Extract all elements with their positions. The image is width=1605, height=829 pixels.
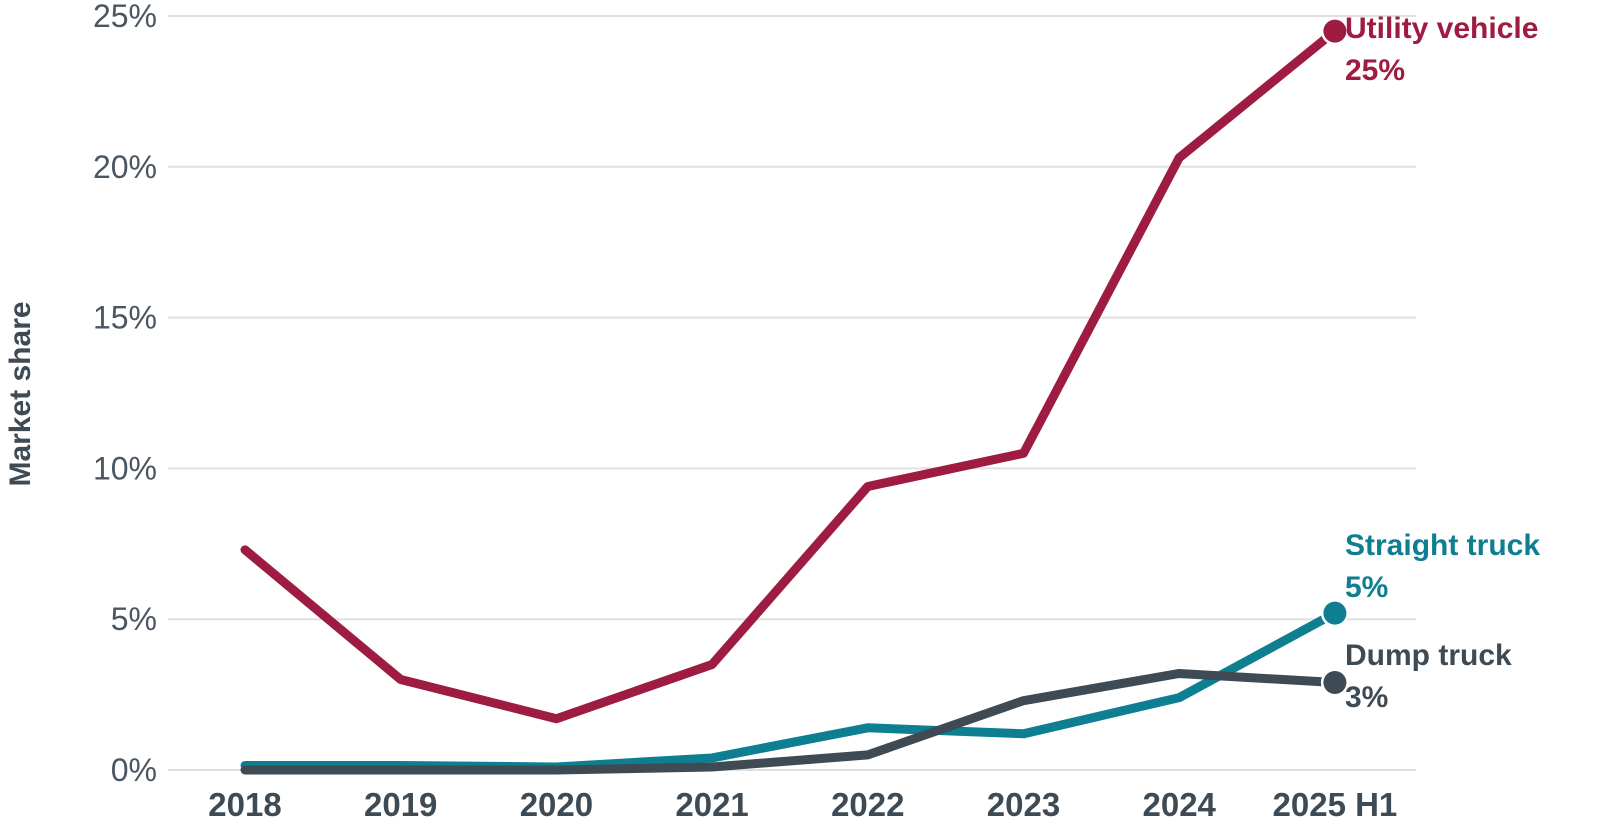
y-tick-label: 5%: [111, 601, 157, 637]
x-tick-label: 2024: [1142, 786, 1216, 823]
series-label-straight-truck: Straight truck 5%: [1345, 531, 1540, 603]
series-end-value: 25%: [1345, 54, 1406, 87]
y-tick-label: 25%: [93, 0, 157, 34]
series-name: Straight truck: [1345, 529, 1541, 562]
series-line-dump-truck: [240, 668, 1340, 775]
y-tick-label: 15%: [93, 300, 157, 336]
y-tick-label: 0%: [111, 752, 157, 788]
x-tick-label: 2019: [364, 786, 437, 823]
series-name: Dump truck: [1345, 639, 1512, 672]
series-end-marker-dump-truck: [1323, 671, 1347, 695]
x-tick-label: 2022: [831, 786, 904, 823]
series-end-value: 3%: [1345, 681, 1389, 714]
series-line-utility-vehicle: [240, 26, 1340, 724]
series-end-marker-utility-vehicle: [1323, 19, 1347, 43]
y-axis-title: Market share: [4, 301, 37, 486]
x-tick-label: 2025 H1: [1273, 786, 1398, 823]
x-tick-label: 2020: [520, 786, 593, 823]
series-end-marker-straight-truck: [1323, 601, 1347, 625]
x-tick-label: 2018: [208, 786, 281, 823]
series-label-dump-truck: Dump truck 3%: [1345, 641, 1512, 713]
x-tick-label: 2021: [675, 786, 748, 823]
series-name: Utility vehicle: [1345, 12, 1539, 45]
series-end-value: 5%: [1345, 571, 1389, 604]
y-tick-label: 20%: [93, 149, 157, 185]
series-label-utility-vehicle: Utility vehicle 25%: [1345, 14, 1538, 86]
x-tick-label: 2023: [987, 786, 1060, 823]
series-line-straight-truck: [240, 608, 1340, 772]
y-tick-label: 10%: [93, 450, 157, 486]
